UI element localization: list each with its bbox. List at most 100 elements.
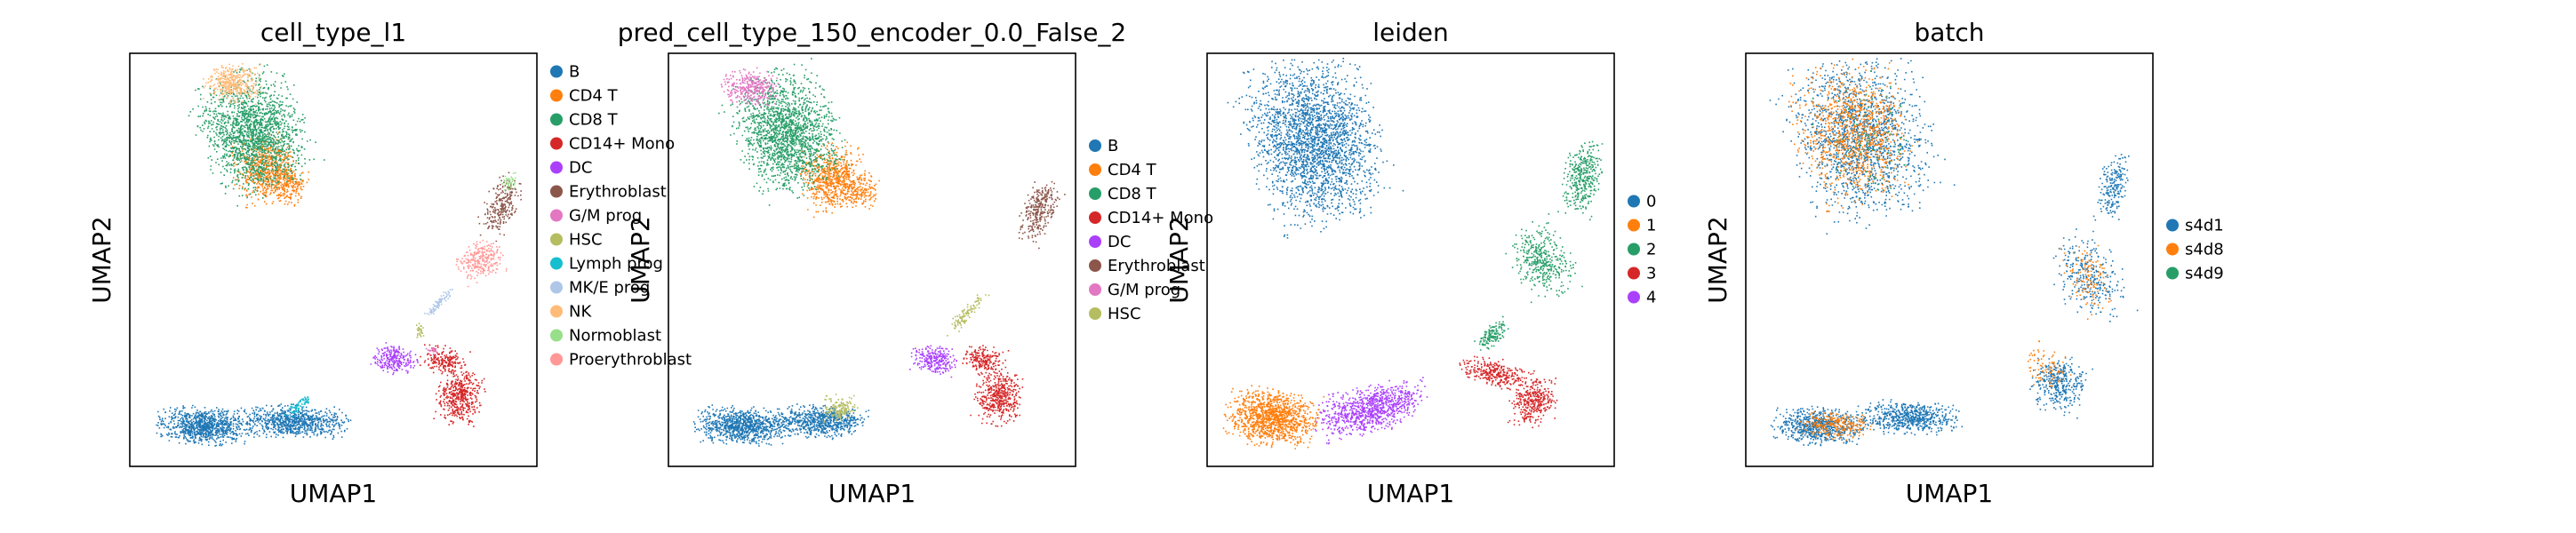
legend-entry: Erythroblast xyxy=(569,183,667,202)
series-hsc xyxy=(416,322,425,338)
legend-marker xyxy=(550,209,563,222)
legend-entry: CD8 T xyxy=(1108,185,1157,203)
series-s4d8 xyxy=(1788,58,2112,442)
legend-marker xyxy=(2166,243,2179,256)
y-axis-label: UMAP2 xyxy=(626,216,655,304)
legend-entry: 2 xyxy=(1646,241,1656,259)
legend-entry: G/M prog xyxy=(1108,281,1180,299)
series-nk xyxy=(203,63,262,106)
y-axis-label: UMAP2 xyxy=(87,216,116,304)
legend-marker xyxy=(1628,219,1640,232)
legend-entry: s4d1 xyxy=(2185,217,2224,235)
y-axis-label: UMAP2 xyxy=(1164,216,1194,304)
legend-marker xyxy=(550,257,563,270)
point-cluster xyxy=(1222,385,1325,449)
legend-entry: G/M prog xyxy=(569,207,642,226)
series-lymph-prog xyxy=(284,396,309,418)
series-cd4-t xyxy=(794,141,880,219)
point-cluster xyxy=(770,403,870,441)
legend-marker xyxy=(550,353,563,366)
point-cluster xyxy=(1770,405,1870,447)
plot-frame xyxy=(1745,52,2154,467)
point-cluster xyxy=(2028,340,2072,387)
point-cluster xyxy=(188,63,325,207)
panel-0: cell_type_l1 UMAP1 UMAP2 B CD4 T CD8 T CD14+ M… xyxy=(87,18,692,508)
legend-entry: Proerythroblast xyxy=(569,351,692,370)
series-b xyxy=(692,403,870,447)
point-cluster xyxy=(416,322,425,338)
series-mk-e-prog xyxy=(424,289,453,315)
legend-marker xyxy=(550,161,563,174)
scatter-points xyxy=(156,63,522,447)
point-cluster xyxy=(1769,58,1956,235)
legend-entry: CD14+ Mono xyxy=(1108,209,1213,227)
legend-entry: 4 xyxy=(1646,289,1656,307)
point-cluster xyxy=(299,396,309,405)
legend-marker xyxy=(1089,211,1101,224)
legend-entry: 3 xyxy=(1646,265,1656,283)
legend-entry: MK/E prog xyxy=(569,279,650,298)
plot-frame xyxy=(129,52,538,467)
legend-entry: DC xyxy=(1108,233,1131,251)
point-cluster xyxy=(841,171,880,210)
series-dc xyxy=(370,342,419,376)
scatter-points xyxy=(692,58,1066,447)
point-cluster xyxy=(1459,355,1525,391)
legend-entry: Lymph prog xyxy=(569,255,663,274)
plot-frame xyxy=(1206,52,1615,467)
panel-title: pred_cell_type_150_encoder_0.0_False_2 xyxy=(618,18,1126,47)
point-cluster xyxy=(420,344,471,375)
legend-marker xyxy=(1089,187,1101,200)
point-cluster xyxy=(962,345,1010,380)
point-cluster xyxy=(1796,411,1873,442)
point-cluster xyxy=(203,63,262,106)
series-1 xyxy=(1222,385,1325,449)
legend-marker xyxy=(550,185,563,198)
legend-entry: NK xyxy=(569,303,592,322)
point-cluster xyxy=(692,404,792,447)
series-dc xyxy=(909,345,957,378)
point-cluster xyxy=(270,167,310,207)
legend-entry: s4d8 xyxy=(2185,241,2224,259)
legend-marker xyxy=(550,281,563,294)
y-axis-label: UMAP2 xyxy=(1703,216,1732,304)
series-b xyxy=(156,403,352,447)
panel-3: batch UMAP1 UMAP2 s4d1 s4d8 s4d9 xyxy=(1703,18,2224,508)
point-cluster xyxy=(1018,180,1066,250)
point-cluster xyxy=(1505,213,1583,304)
legend: 0 1 2 3 4 xyxy=(1628,193,1656,307)
panel-title: cell_type_l1 xyxy=(260,18,406,47)
point-cluster xyxy=(909,345,957,378)
legend-marker xyxy=(550,137,563,150)
point-cluster xyxy=(720,67,779,107)
point-cluster xyxy=(1227,58,1404,239)
legend-entry: CD4 T xyxy=(1108,161,1157,179)
point-cluster xyxy=(1507,370,1558,429)
legend-marker xyxy=(550,329,563,342)
legend-marker xyxy=(1089,235,1101,248)
legend-marker xyxy=(550,233,563,246)
legend-entry: DC xyxy=(569,159,592,178)
legend-marker xyxy=(550,89,563,102)
series-erythroblast xyxy=(477,171,522,243)
legend-marker xyxy=(1089,139,1101,152)
series-hsc xyxy=(822,294,990,424)
legend-marker xyxy=(1089,283,1101,296)
point-cluster xyxy=(2052,219,2139,322)
point-cluster xyxy=(425,346,437,356)
legend-entry: HSC xyxy=(1108,305,1141,323)
legend: B CD4 T CD8 T CD14+ Mono DC Erythroblast G/M p… xyxy=(1089,137,1213,323)
x-axis-label: UMAP1 xyxy=(1906,479,1994,508)
point-cluster xyxy=(1788,58,1921,212)
point-cluster xyxy=(970,369,1024,427)
point-cluster xyxy=(2092,154,2130,220)
series-2 xyxy=(1474,140,1604,351)
point-cluster xyxy=(234,403,352,440)
legend-marker xyxy=(1089,163,1101,176)
legend-entry: B xyxy=(1108,137,1118,155)
series-s4d1 xyxy=(1769,58,2139,447)
point-cluster xyxy=(2059,244,2112,320)
series-4 xyxy=(1314,377,1428,445)
point-cluster xyxy=(455,239,508,288)
